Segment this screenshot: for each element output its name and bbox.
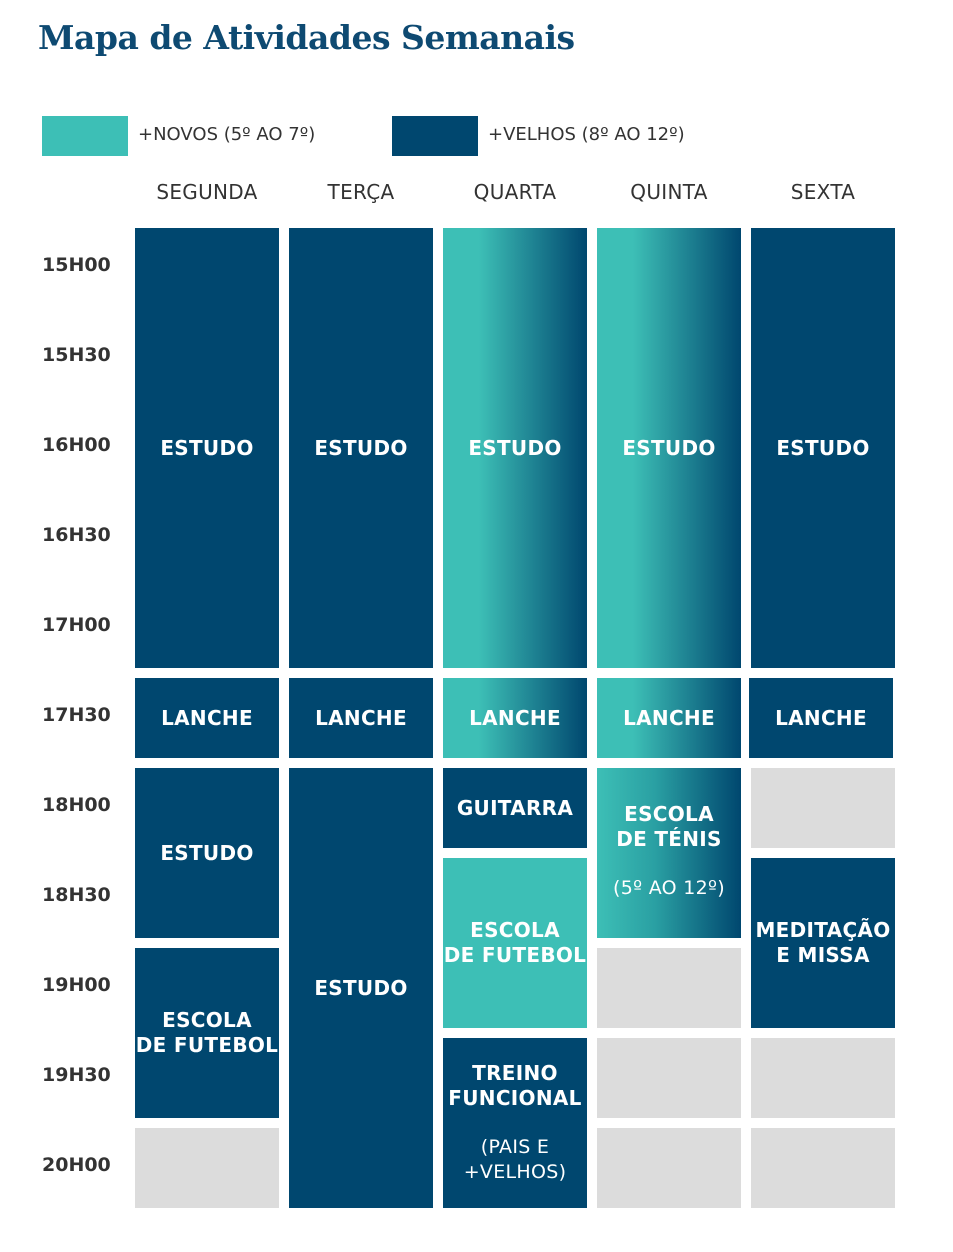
block-sexta-lanche: LANCHE <box>749 678 893 758</box>
block-note: (5º AO 12º) <box>613 877 725 899</box>
block-label: ESTUDO <box>622 435 716 460</box>
block-label: E MISSA <box>776 943 870 967</box>
legend-swatch-novos <box>42 116 128 156</box>
time-label: 15H30 <box>42 344 111 366</box>
time-label: 16H00 <box>42 434 111 456</box>
block-label: ESTUDO <box>160 435 254 460</box>
legend-swatch-velhos <box>392 116 478 156</box>
empty-slot <box>751 1038 895 1118</box>
time-label: 16H30 <box>42 524 111 546</box>
block-label: DE TÉNIS <box>616 827 722 851</box>
day-header-quinta: QUINTA <box>630 180 708 204</box>
block-quarta-treino-funcional: TREINO FUNCIONAL (PAIS E +VELHOS) <box>443 1038 587 1208</box>
block-segunda-lanche: LANCHE <box>135 678 279 758</box>
block-terca-estudo: ESTUDO <box>289 228 433 668</box>
time-label: 17H00 <box>42 614 111 636</box>
block-note-line: (PAIS E <box>480 1136 550 1158</box>
block-label: DE FUTEBOL <box>135 1033 279 1057</box>
day-header-sexta: SEXTA <box>790 180 856 204</box>
block-label: LANCHE <box>161 705 253 730</box>
block-quarta-lanche: LANCHE <box>443 678 587 758</box>
time-label: 15H00 <box>42 254 111 276</box>
block-label: ESCOLA <box>162 1008 252 1032</box>
block-label: ESTUDO <box>314 435 408 460</box>
empty-slot <box>751 1128 895 1208</box>
empty-slot <box>597 1038 741 1118</box>
block-label: ESTUDO <box>160 840 254 865</box>
block-label: ESTUDO <box>468 435 562 460</box>
block-sexta-estudo: ESTUDO <box>751 228 895 668</box>
time-label: 18H00 <box>42 794 111 816</box>
block-terca-lanche: LANCHE <box>289 678 433 758</box>
block-label: ESCOLA <box>470 918 560 942</box>
legend-label-velhos: +VELHOS (8º AO 12º) <box>488 124 685 145</box>
empty-slot <box>135 1128 279 1208</box>
block-quarta-guitarra: GUITARRA <box>443 768 587 848</box>
time-label: 19H00 <box>42 974 111 996</box>
day-header-quarta: QUARTA <box>473 180 557 204</box>
block-label: LANCHE <box>315 705 407 730</box>
block-label: LANCHE <box>623 705 715 730</box>
block-segunda-estudo-2: ESTUDO <box>135 768 279 938</box>
time-label: 19H30 <box>42 1064 111 1086</box>
block-quarta-estudo: ESTUDO <box>443 228 587 668</box>
block-label: MEDITAÇÃO <box>755 918 891 942</box>
empty-slot <box>597 948 741 1028</box>
block-quarta-escola-futebol: ESCOLA DE FUTEBOL <box>443 858 587 1028</box>
empty-slot <box>597 1128 741 1208</box>
block-label: TREINO <box>472 1061 558 1085</box>
block-segunda-estudo: ESTUDO <box>135 228 279 668</box>
block-quinta-lanche: LANCHE <box>597 678 741 758</box>
day-header-segunda: SEGUNDA <box>156 180 258 204</box>
block-quinta-escola-tenis: ESCOLA DE TÉNIS (5º AO 12º) <box>597 768 741 938</box>
block-label: ESTUDO <box>776 435 870 460</box>
block-label: FUNCIONAL <box>448 1086 582 1110</box>
block-label: GUITARRA <box>456 795 574 820</box>
time-label: 17H30 <box>42 704 111 726</box>
block-label: ESCOLA <box>624 802 714 826</box>
block-label: ESTUDO <box>314 975 408 1000</box>
time-label: 20H00 <box>42 1154 111 1176</box>
block-sexta-meditacao-missa: MEDITAÇÃO E MISSA <box>751 858 895 1028</box>
legend-label-novos: +NOVOS (5º AO 7º) <box>138 124 316 145</box>
block-quinta-estudo: ESTUDO <box>597 228 741 668</box>
block-segunda-escola-futebol: ESCOLA DE FUTEBOL <box>135 948 279 1118</box>
block-note-line: +VELHOS) <box>463 1161 567 1183</box>
empty-slot <box>751 768 895 848</box>
block-label: DE FUTEBOL <box>443 943 587 967</box>
page-title: Mapa de Atividades Semanais <box>38 18 575 57</box>
block-note: (PAIS E +VELHOS) <box>464 1135 567 1185</box>
time-label: 18H30 <box>42 884 111 906</box>
block-label: LANCHE <box>469 705 561 730</box>
block-terca-estudo-2: ESTUDO <box>289 768 433 1208</box>
day-header-terca: TERÇA <box>327 180 395 204</box>
block-label: LANCHE <box>775 705 867 730</box>
